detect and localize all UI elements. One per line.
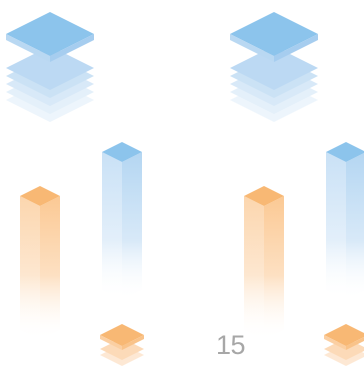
isometric-bar-icon xyxy=(244,186,284,340)
layer-stack-icon-small xyxy=(324,324,364,366)
layer-stack-icon xyxy=(6,12,94,122)
layer-stack-icon-small xyxy=(100,324,144,366)
page-number: 15 xyxy=(216,330,246,360)
isometric-bar-icon xyxy=(326,142,364,300)
isometric-bar-icon xyxy=(102,142,142,300)
isometric-bar-icon xyxy=(20,186,60,340)
layer-stack-icon xyxy=(230,12,318,122)
